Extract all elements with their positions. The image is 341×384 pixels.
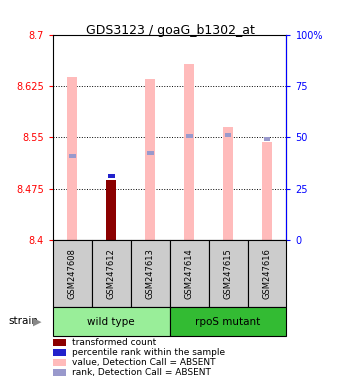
Text: strain: strain (9, 316, 39, 326)
FancyBboxPatch shape (170, 307, 286, 336)
Bar (145, 79, 155, 240)
FancyBboxPatch shape (131, 240, 170, 307)
Text: transformed count: transformed count (72, 338, 156, 347)
Text: ▶: ▶ (33, 316, 41, 326)
Text: GSM247614: GSM247614 (184, 248, 194, 299)
Bar (106, 180, 116, 240)
Text: GSM247608: GSM247608 (68, 248, 77, 299)
Text: wild type: wild type (87, 316, 135, 327)
FancyBboxPatch shape (248, 240, 286, 307)
Text: rank, Detection Call = ABSENT: rank, Detection Call = ABSENT (72, 368, 211, 377)
Text: GSM247613: GSM247613 (146, 248, 155, 299)
Bar (223, 127, 233, 240)
Bar (264, 137, 270, 141)
FancyBboxPatch shape (53, 240, 92, 307)
FancyBboxPatch shape (53, 307, 170, 336)
Text: GDS3123 / goaG_b1302_at: GDS3123 / goaG_b1302_at (86, 24, 255, 37)
Text: percentile rank within the sample: percentile rank within the sample (72, 348, 225, 357)
Text: GSM247615: GSM247615 (224, 248, 233, 299)
Bar (186, 134, 193, 138)
Bar (68, 77, 77, 240)
FancyBboxPatch shape (209, 240, 248, 307)
Bar (184, 64, 194, 240)
Text: GSM247616: GSM247616 (263, 248, 271, 299)
Text: rpoS mutant: rpoS mutant (195, 316, 261, 327)
Bar (262, 142, 272, 240)
Bar (69, 154, 76, 158)
Text: value, Detection Call = ABSENT: value, Detection Call = ABSENT (72, 358, 216, 367)
Bar (108, 174, 115, 178)
FancyBboxPatch shape (92, 240, 131, 307)
FancyBboxPatch shape (170, 240, 209, 307)
Bar (225, 133, 232, 137)
Bar (147, 151, 153, 155)
Text: GSM247612: GSM247612 (107, 248, 116, 299)
